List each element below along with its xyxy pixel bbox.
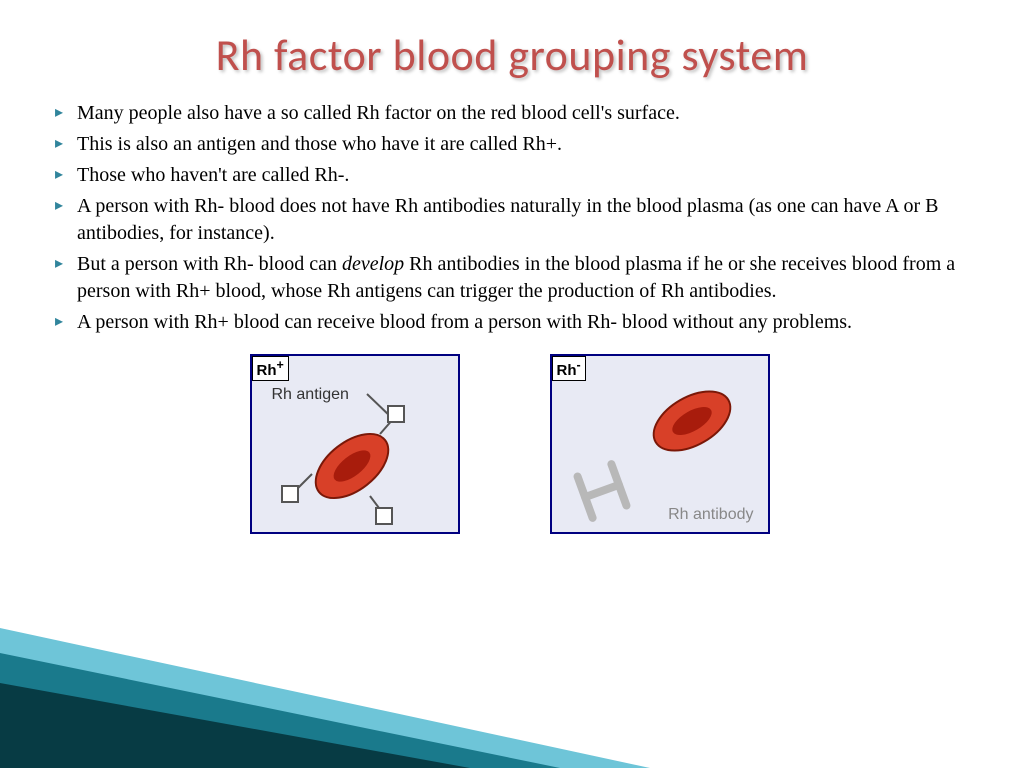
slide-title: Rh factor blood grouping system <box>0 0 1024 82</box>
bullet-item: A person with Rh- blood does not have Rh… <box>55 193 964 247</box>
corner-decoration <box>0 628 1024 768</box>
bullet-item: Many people also have a so called Rh fac… <box>55 100 964 127</box>
rh-positive-diagram: Rh+ Rh antigen <box>250 354 460 534</box>
rh-minus-cell-icon <box>552 356 772 536</box>
bullet-item: A person with Rh+ blood can receive bloo… <box>55 309 964 336</box>
rh-negative-diagram: Rh- Rh antibody <box>550 354 770 534</box>
rh-plus-cell-icon <box>252 356 462 536</box>
bullet-item: This is also an antigen and those who ha… <box>55 131 964 158</box>
diagrams-row: Rh+ Rh antigen <box>55 354 964 534</box>
content-area: Many people also have a so called Rh fac… <box>0 82 1024 534</box>
bullet-list: Many people also have a so called Rh fac… <box>55 100 964 336</box>
bullet-item: But a person with Rh- blood can develop … <box>55 251 964 305</box>
text-fragment: But a person with Rh- blood can <box>77 253 342 275</box>
emphasis-text: develop <box>342 253 404 275</box>
wedge-icon <box>0 628 1024 768</box>
bullet-item: Those who haven't are called Rh-. <box>55 162 964 189</box>
